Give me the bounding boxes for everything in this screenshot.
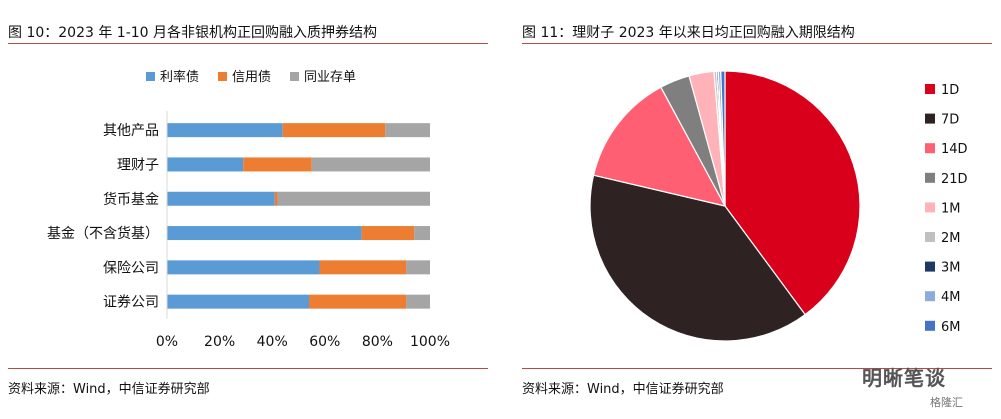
- right-source-note: 资料来源：Wind，中信证券研究部: [522, 382, 724, 397]
- bar-1-0: [167, 157, 244, 172]
- bar-1-2: [311, 157, 430, 172]
- bar-4-1: [319, 260, 407, 275]
- category-label-0: 其他产品: [103, 123, 159, 139]
- right-source-rule: [522, 368, 992, 369]
- bar-5-0: [167, 294, 310, 309]
- right-chart-title: 图 11：理财子 2023 年以来日均正回购融入期限结构: [522, 25, 855, 41]
- x-tick-label-0: 0%: [156, 334, 178, 350]
- bar-2-1: [274, 191, 278, 206]
- pie-legend-label-3M: 3M: [941, 261, 961, 276]
- legend-swatch-2: [290, 72, 299, 81]
- pie-legend-label-1D: 1D: [941, 83, 959, 98]
- left-title-rule: [8, 43, 488, 44]
- pie-legend-label-1M: 1M: [941, 201, 961, 216]
- category-label-2: 货币基金: [103, 191, 159, 208]
- watermark-sub: 格隆汇: [930, 396, 963, 409]
- bar-1-1: [243, 157, 312, 172]
- pie-legend-label-21D: 21D: [941, 172, 968, 187]
- pie-legend-label-14D: 14D: [941, 142, 968, 157]
- bar-2-2: [277, 191, 430, 206]
- category-label-1: 理财子: [117, 157, 159, 173]
- pie-legend-swatch-1M: [925, 202, 935, 213]
- bar-4-0: [167, 260, 320, 275]
- x-tick-label-1: 20%: [204, 334, 235, 350]
- legend-label-2: 同业存单: [304, 70, 356, 85]
- bar-0-1: [282, 123, 386, 138]
- left-source-rule: [8, 368, 488, 369]
- bar-3-2: [414, 226, 430, 241]
- x-tick-label-4: 80%: [362, 334, 393, 350]
- pie-legend-swatch-21D: [925, 172, 935, 183]
- x-tick-label-2: 40%: [257, 334, 288, 350]
- legend-label-1: 信用债: [232, 70, 271, 85]
- pie-legend-swatch-3M: [925, 261, 935, 272]
- right-title-rule: [522, 43, 992, 44]
- pie-slice-6M: [720, 70, 726, 207]
- x-tick-label-3: 60%: [309, 334, 340, 350]
- pie-legend-swatch-4M: [925, 291, 935, 302]
- pie-legend-swatch-6M: [925, 320, 935, 331]
- bar-3-0: [167, 226, 362, 241]
- bar-4-2: [406, 260, 430, 275]
- category-label-3: 基金（不含货基）: [47, 225, 159, 242]
- legend-swatch-1: [218, 72, 227, 81]
- bar-0-0: [167, 123, 283, 138]
- pie-slice-7D: [589, 174, 807, 342]
- pie-slice-1D: [724, 70, 861, 316]
- bar-3-1: [361, 226, 415, 241]
- x-tick-label-5: 100%: [410, 334, 450, 350]
- pie-slice-14D: [592, 86, 727, 207]
- bar-2-0: [167, 191, 275, 206]
- pie-legend-swatch-1D: [925, 84, 935, 94]
- bar-5-1: [309, 294, 407, 309]
- legend-swatch-0: [146, 72, 155, 81]
- watermark-text: 明晰笔谈: [862, 366, 946, 390]
- category-label-5: 证券公司: [103, 295, 159, 311]
- pie-legend-label-6M: 6M: [941, 320, 961, 335]
- category-label-4: 保险公司: [103, 260, 159, 276]
- pie-legend-label-2M: 2M: [941, 231, 961, 246]
- bar-0-2: [385, 123, 430, 138]
- legend-label-0: 利率债: [160, 69, 199, 85]
- left-source-note: 资料来源：Wind，中信证券研究部: [8, 382, 210, 397]
- pie-legend-swatch-7D: [925, 113, 935, 124]
- pie-legend-swatch-2M: [925, 232, 935, 242]
- pie-legend-label-4M: 4M: [941, 290, 961, 305]
- bar-5-2: [406, 294, 430, 309]
- pie-legend-label-7D: 7D: [941, 113, 959, 128]
- pie-legend-swatch-14D: [925, 143, 935, 154]
- left-chart-title: 图 10：2023 年 1-10 月各非银机构正回购融入质押券结构: [8, 25, 378, 41]
